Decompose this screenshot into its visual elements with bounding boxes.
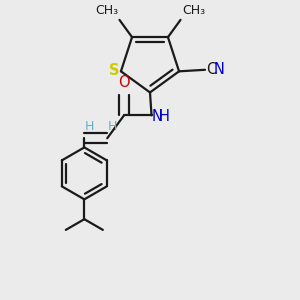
Text: C: C <box>206 62 217 77</box>
Text: H: H <box>107 120 117 134</box>
Text: CH₃: CH₃ <box>95 4 118 17</box>
Text: H: H <box>158 110 169 124</box>
Text: S: S <box>109 63 119 78</box>
Text: CH₃: CH₃ <box>182 4 205 17</box>
Text: N: N <box>214 62 224 77</box>
Text: N: N <box>152 110 163 124</box>
Text: O: O <box>118 75 130 90</box>
Text: H: H <box>85 120 94 134</box>
